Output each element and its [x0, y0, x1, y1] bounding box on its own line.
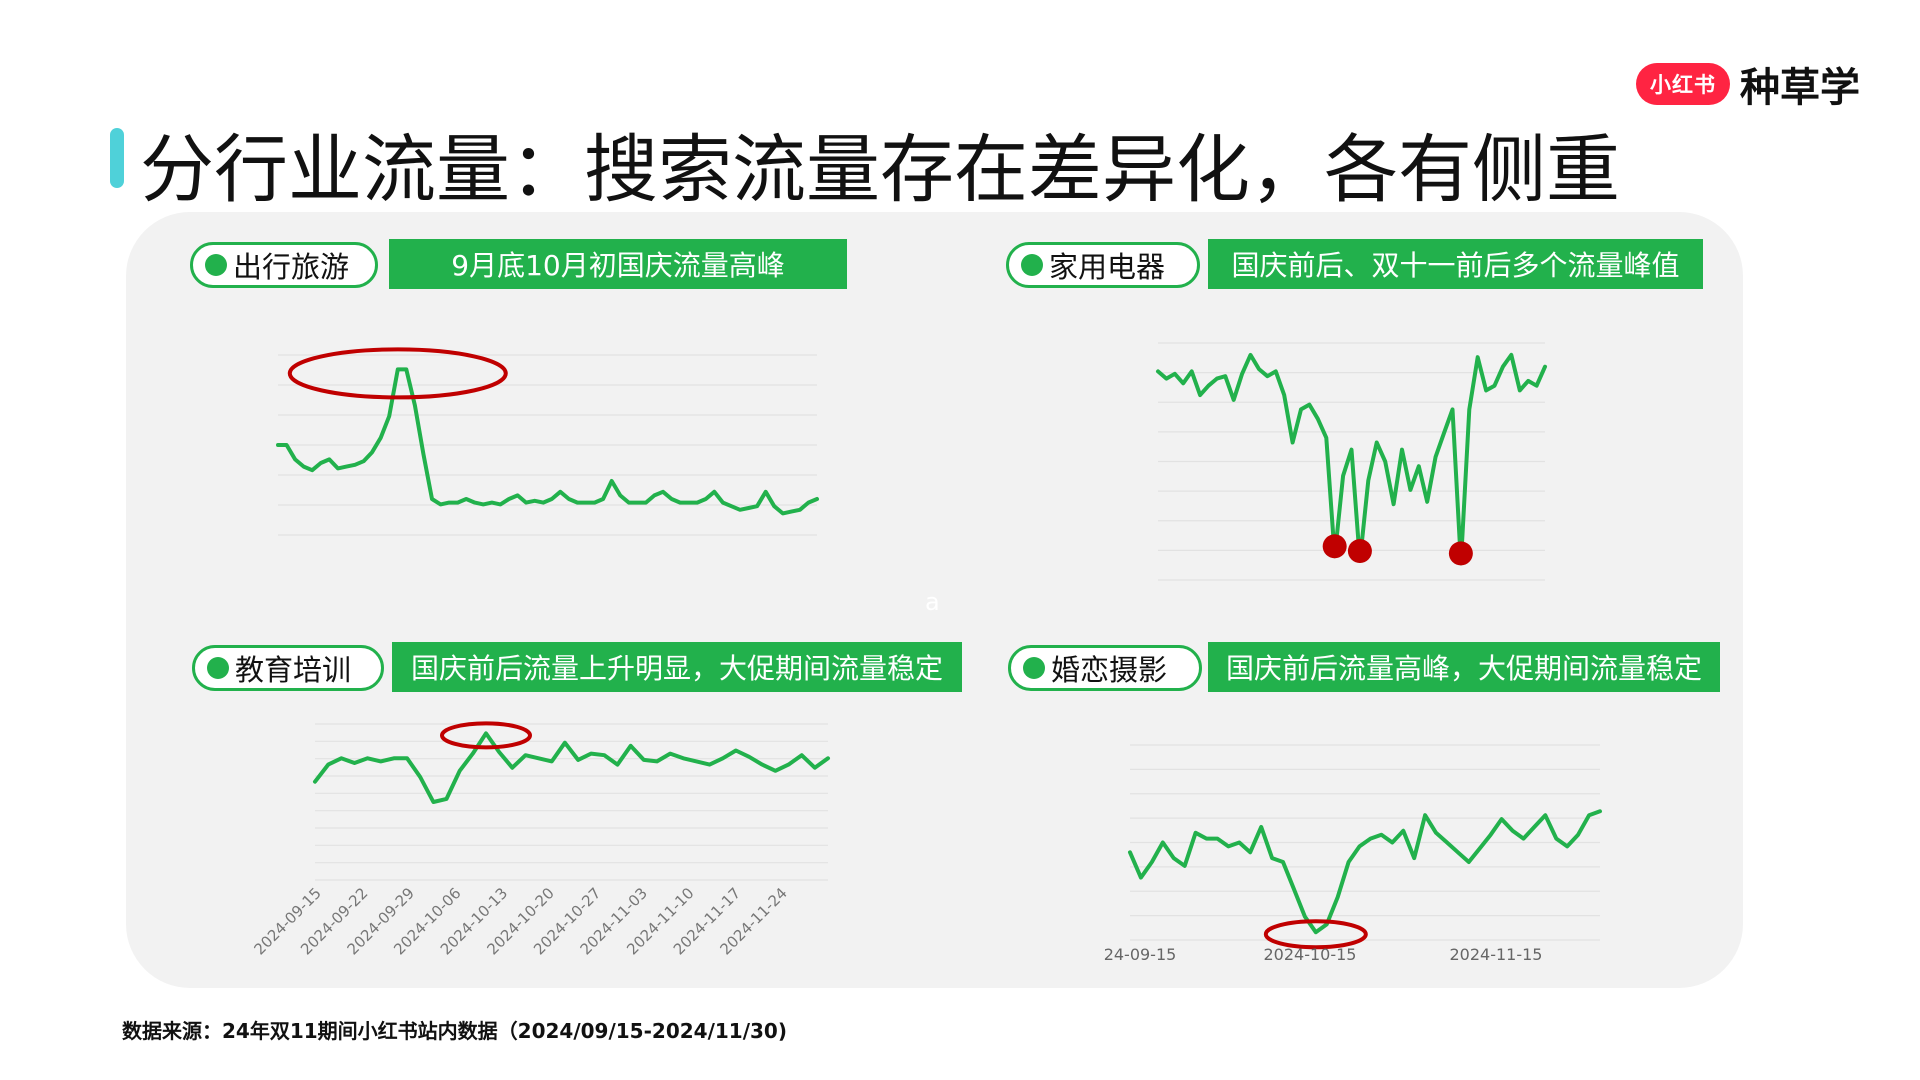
insight-banner-appliances: 国庆前后、双十一前后多个流量峰值: [1208, 239, 1703, 289]
bullet-dot-icon: [205, 254, 227, 276]
industry-tag-education: 教育培训: [192, 645, 384, 691]
insight-banner-wedding-photo: 国庆前后流量高峰，大促期间流量稳定: [1208, 642, 1720, 692]
industry-tag-label: 教育培训: [235, 653, 352, 687]
industry-tag-label: 婚恋摄影: [1051, 653, 1168, 687]
peak-marker-dot: [1347, 539, 1372, 564]
data-source-note: 数据来源：24年双11期间小红书站内数据（2024/09/15-2024/11/…: [122, 1019, 787, 1043]
industry-tag-travel: 出行旅游: [190, 242, 378, 288]
title-accent-bar: [110, 128, 124, 188]
x-tick-label: 2024-10-15: [1264, 945, 1357, 964]
insight-banner-education: 国庆前后流量上升明显，大促期间流量稳定: [392, 642, 962, 692]
peak-marker-dot: [1322, 534, 1347, 559]
bullet-dot-icon: [207, 657, 229, 679]
brand-logo: 小红书 种草学: [1636, 58, 1860, 111]
x-tick-label: 2024-11-15: [1450, 945, 1543, 964]
insight-banner-travel: 9月底10月初国庆流量高峰: [389, 239, 847, 289]
peak-highlight-ellipse: [1263, 919, 1368, 950]
watermark-text: a: [925, 588, 940, 616]
bullet-dot-icon: [1021, 254, 1043, 276]
peak-highlight-ellipse: [440, 721, 532, 750]
industry-tag-label: 家用电器: [1049, 250, 1166, 284]
brand-badge: 小红书: [1636, 63, 1730, 105]
industry-tag-label: 出行旅游: [233, 250, 350, 284]
x-tick-label: 24-09-15: [1104, 945, 1177, 964]
series-line-3: [313, 731, 830, 804]
peak-marker-dot: [1448, 541, 1473, 566]
industry-tag-wedding-photo: 婚恋摄影: [1008, 645, 1202, 691]
series-line-2: [1156, 352, 1547, 566]
series-line-1: [276, 367, 819, 516]
brand-text: 种草学: [1740, 65, 1860, 111]
series-line-4: [1128, 809, 1602, 935]
industry-tag-appliances: 家用电器: [1006, 242, 1200, 288]
peak-highlight-ellipse: [287, 347, 508, 400]
bullet-dot-icon: [1023, 657, 1045, 679]
page-title: 分行业流量：搜索流量存在差异化，各有侧重: [140, 127, 1620, 213]
